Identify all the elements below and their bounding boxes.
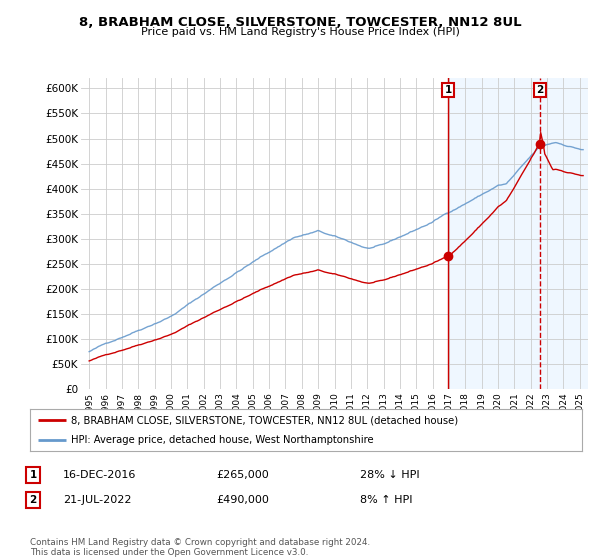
- Text: 8, BRABHAM CLOSE, SILVERSTONE, TOWCESTER, NN12 8UL (detached house): 8, BRABHAM CLOSE, SILVERSTONE, TOWCESTER…: [71, 415, 458, 425]
- Text: Contains HM Land Registry data © Crown copyright and database right 2024.
This d: Contains HM Land Registry data © Crown c…: [30, 538, 370, 557]
- Text: 16-DEC-2016: 16-DEC-2016: [63, 470, 136, 480]
- Text: £490,000: £490,000: [216, 495, 269, 505]
- Text: 21-JUL-2022: 21-JUL-2022: [63, 495, 131, 505]
- Text: 2: 2: [536, 85, 543, 95]
- Text: HPI: Average price, detached house, West Northamptonshire: HPI: Average price, detached house, West…: [71, 435, 374, 445]
- Text: 8, BRABHAM CLOSE, SILVERSTONE, TOWCESTER, NN12 8UL: 8, BRABHAM CLOSE, SILVERSTONE, TOWCESTER…: [79, 16, 521, 29]
- Bar: [449, 78, 588, 389]
- Text: 1: 1: [29, 470, 37, 480]
- Text: 2: 2: [29, 495, 37, 505]
- Text: 8% ↑ HPI: 8% ↑ HPI: [360, 495, 413, 505]
- Text: 28% ↓ HPI: 28% ↓ HPI: [360, 470, 419, 480]
- Text: 1: 1: [445, 85, 452, 95]
- Text: Price paid vs. HM Land Registry's House Price Index (HPI): Price paid vs. HM Land Registry's House …: [140, 27, 460, 37]
- Text: £265,000: £265,000: [216, 470, 269, 480]
